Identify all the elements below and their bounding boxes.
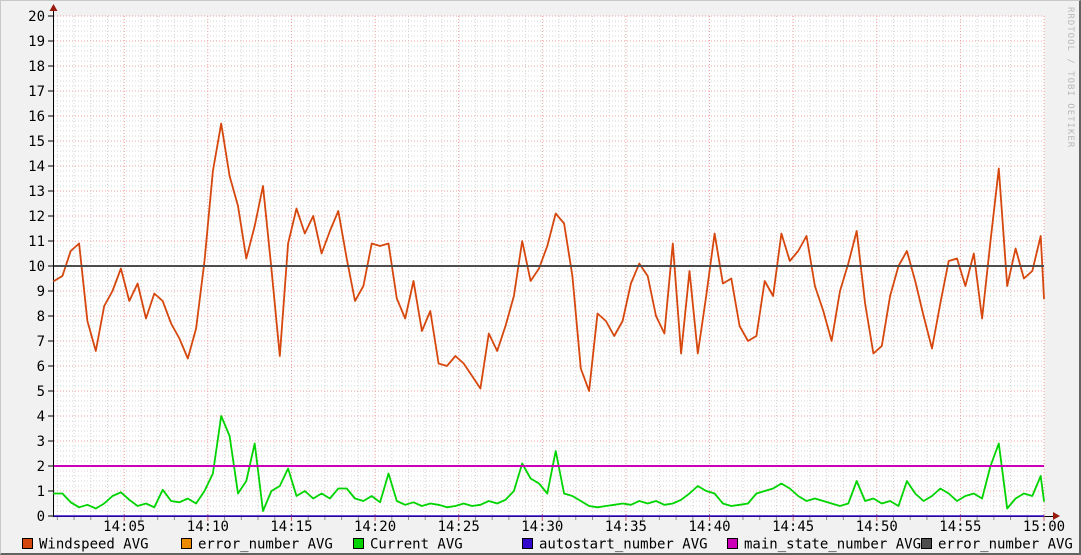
legend-label: main_state_number AVG [744,536,922,553]
x-tick-label: 14:50 [856,519,898,533]
y-tick-label: 3 [37,434,45,450]
error-number-2-legend-swatch [921,538,932,549]
legend-label: Windspeed AVG [39,536,149,553]
rrdtool-watermark: RRDTOOL / TOBI OETIKER [1065,7,1075,149]
legend-item-error-number: error_number AVG [181,534,333,553]
y-tick-label: 16 [28,109,45,125]
x-tick-label: 15:00 [1023,519,1065,533]
x-tick-label: 14:05 [103,519,145,533]
legend: Windspeed AVG error_number AVG Current A… [1,534,1079,553]
x-tick-label: 14:55 [939,519,981,533]
y-tick-label: 17 [28,84,45,100]
y-tick-label: 14 [28,159,45,175]
legend-item-windspeed: Windspeed AVG [22,534,149,553]
y-tick-label: 2 [37,459,45,475]
legend-label: autostart_number AVG [539,536,708,553]
x-tick-label: 14:10 [187,519,229,533]
x-tick-label: 14:40 [688,519,730,533]
current-legend-swatch [353,538,364,549]
y-tick-label: 0 [37,509,45,525]
x-tick-label: 14:15 [270,519,312,533]
y-tick-label: 15 [28,134,45,150]
y-axis-arrow [49,4,58,11]
x-tick-label: 14:25 [438,519,480,533]
legend-label: Current AVG [370,536,463,553]
y-tick-label: 13 [28,184,45,200]
windspeed-line [53,122,1045,392]
autostart-number-legend-swatch [522,538,533,549]
ticks [48,15,1045,521]
x-axis-arrow [1053,512,1060,520]
y-tick-label: 12 [28,209,45,225]
x-tick-label: 14:35 [605,519,647,533]
y-tick-label: 6 [37,359,45,375]
x-tick-label: 14:45 [772,519,814,533]
legend-item-main-state-number: main_state_number AVG [727,534,921,553]
main-state-number-legend-swatch [727,538,738,549]
legend-item-autostart-number: autostart_number AVG [522,534,708,553]
y-tick-label: 9 [37,284,45,300]
current-line [53,415,1045,512]
y-tick-label: 8 [37,309,45,325]
x-tick-label: 14:20 [354,519,396,533]
windspeed-legend-swatch [22,538,33,549]
legend-item-current: Current AVG [353,534,463,553]
x-axis-labels: 14:05 14:10 14:15 14:20 14:25 14:30 14:35 14:40… [103,519,1065,533]
y-tick-label: 19 [28,34,45,50]
legend-item-error-number-2: error_number AVG [921,534,1073,553]
x-tick-label: 14:30 [521,519,563,533]
legend-label: error_number AVG [938,536,1073,553]
legend-label: error_number AVG [198,536,333,553]
error-number-legend-swatch [181,538,192,549]
y-tick-label: 18 [28,59,45,75]
y-tick-label: 1 [37,484,45,500]
y-tick-label: 5 [37,384,45,400]
y-tick-label: 11 [28,234,45,250]
y-tick-label: 4 [37,409,45,425]
y-tick-label: 7 [37,334,45,350]
y-tick-label: 20 [28,9,45,25]
y-tick-label: 10 [28,259,45,275]
